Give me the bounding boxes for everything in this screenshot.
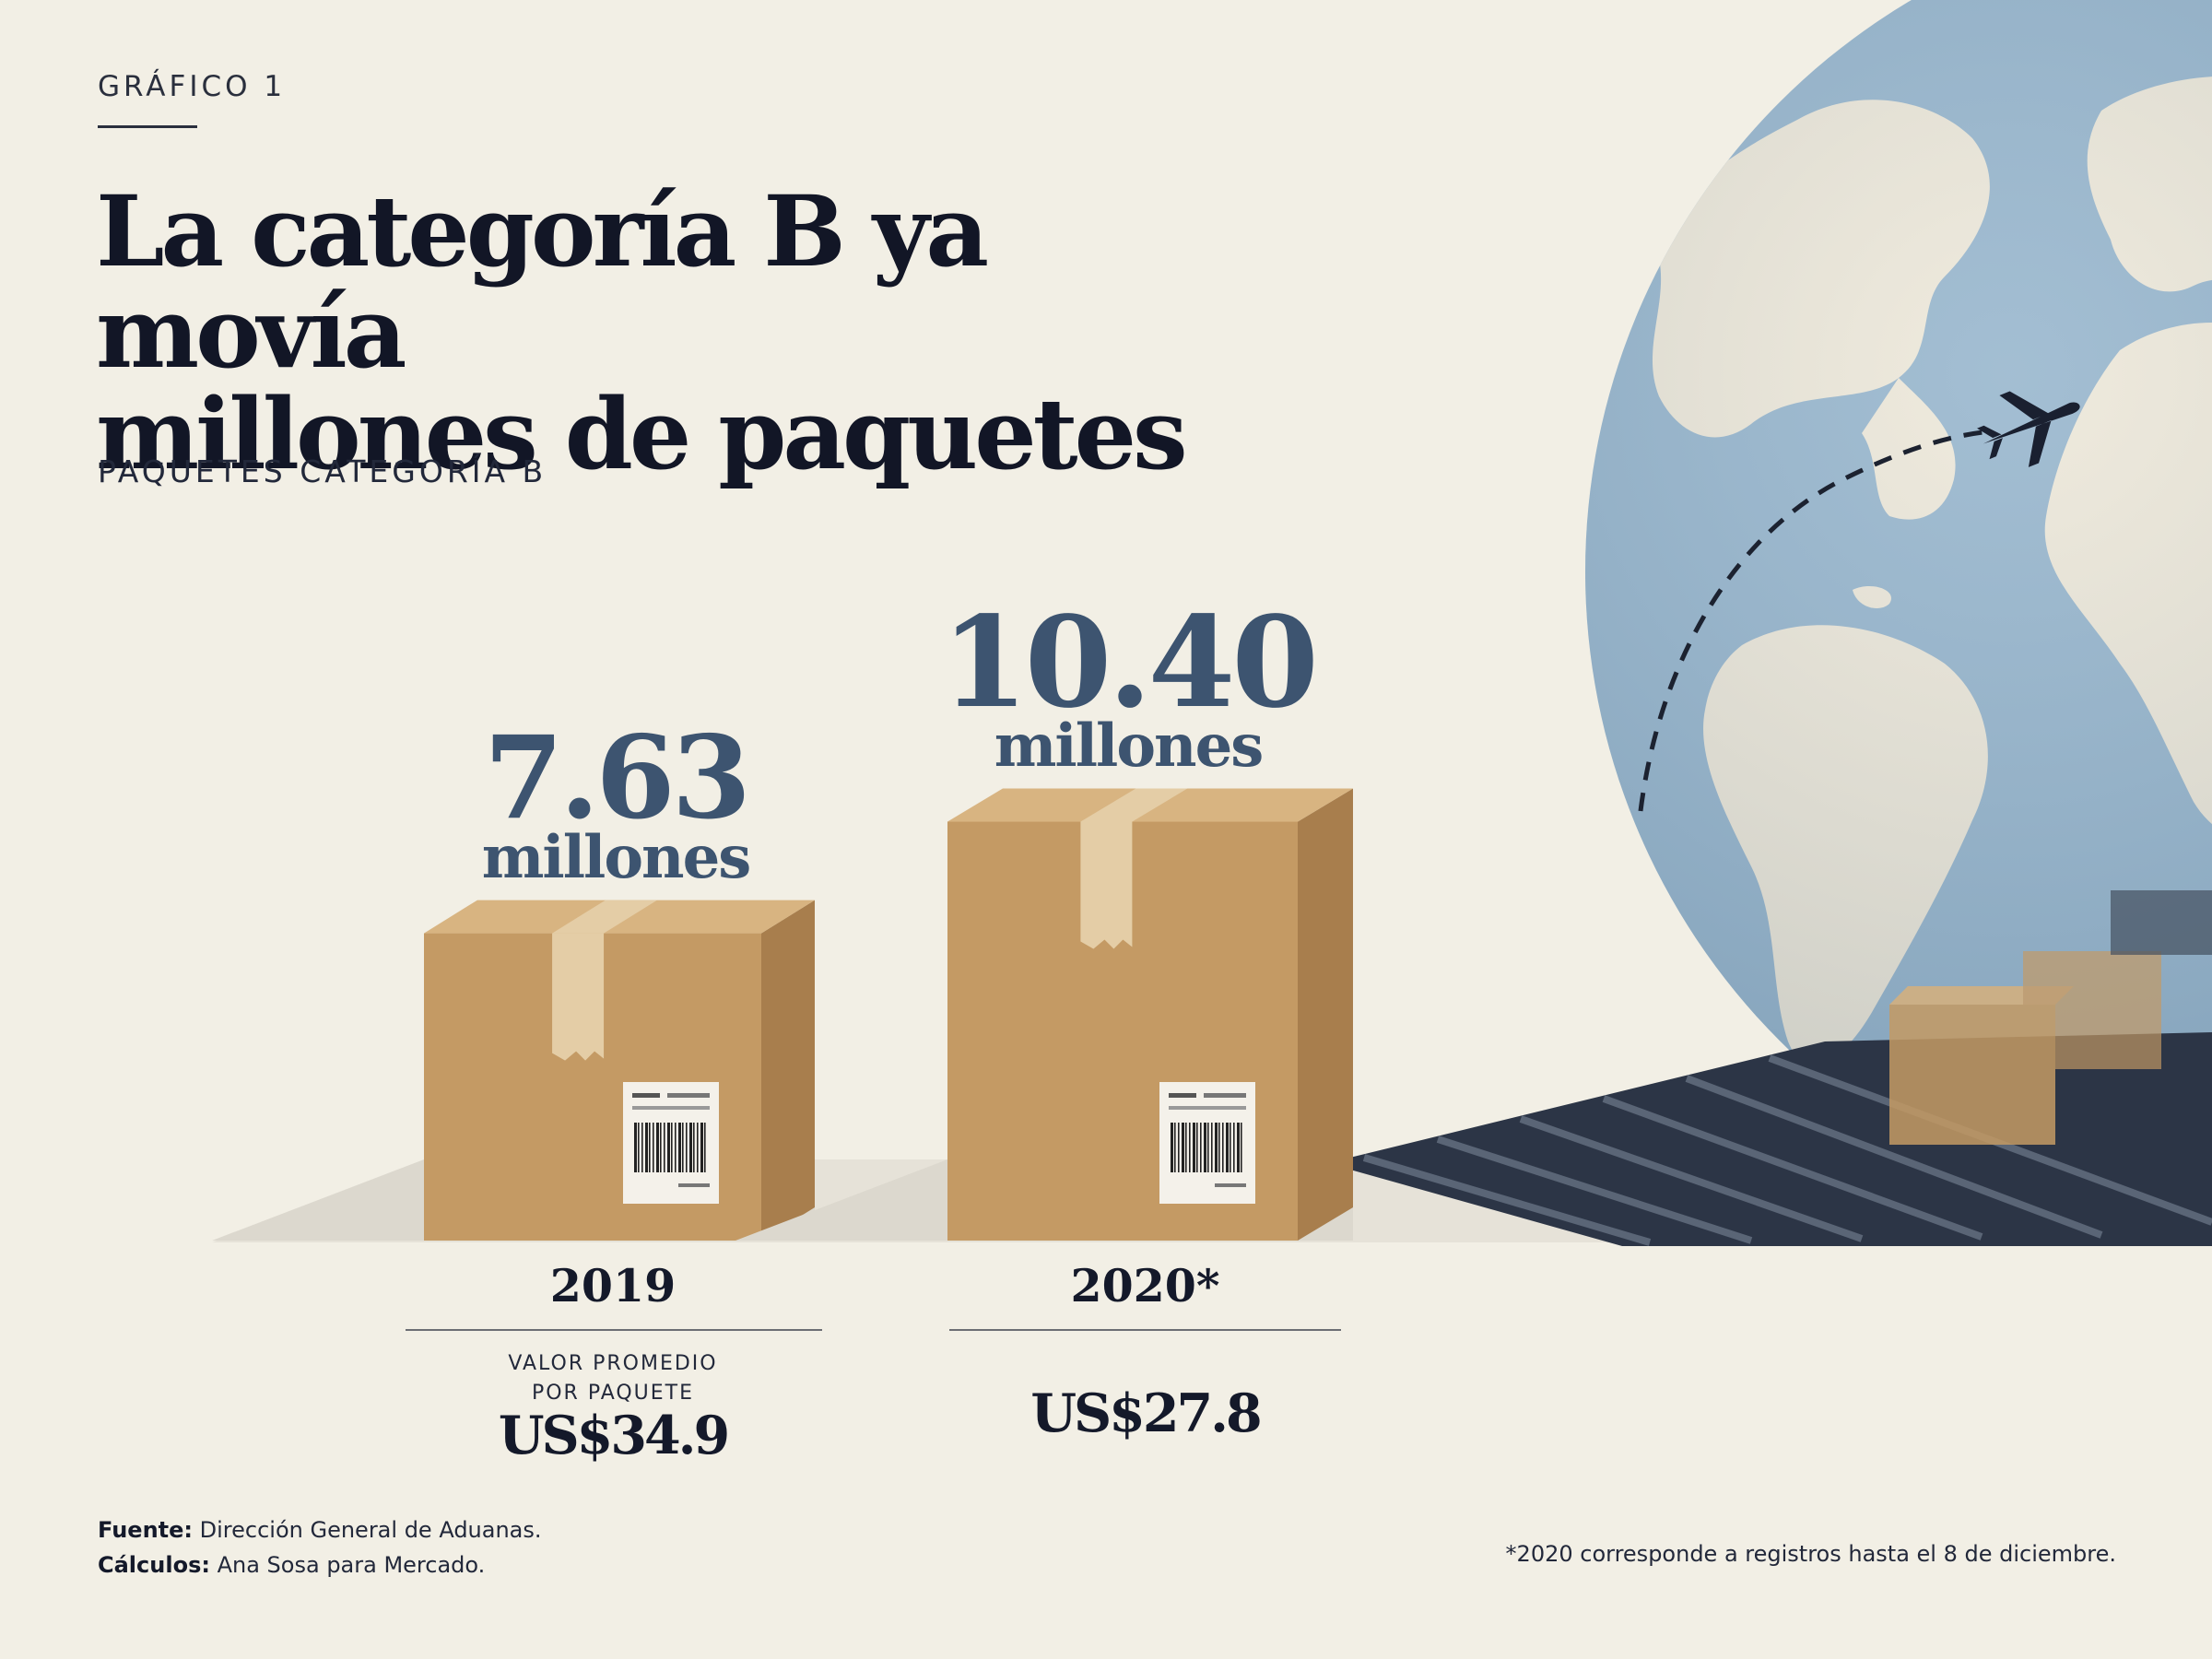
category-rule-2019 [406, 1329, 822, 1331]
value-label-2019: 7.63 millones [422, 711, 809, 892]
box-bar-2019 [212, 900, 815, 1241]
avg-value-2019: US$34.9 [498, 1405, 730, 1466]
value-number-2019: 7.63 [483, 711, 751, 845]
box-tape-front [1080, 821, 1133, 949]
value-unit-2020: millones [994, 711, 1265, 781]
box-side [1298, 788, 1353, 1241]
globe-icon [1585, 0, 2212, 1234]
category-label-2020: 2020* [1070, 1259, 1220, 1312]
calc-label: Cálculos: [98, 1552, 210, 1578]
avg-value-2020: US$27.8 [1030, 1382, 1262, 1444]
box-bar-2020 [735, 788, 1353, 1241]
kicker-rule [98, 125, 197, 128]
value-label-2020: 10.40 millones [935, 588, 1322, 781]
box-tape-front [552, 933, 605, 1061]
conveyor-belt-icon [1327, 890, 2212, 1246]
category-label-2019: 2019 [549, 1259, 677, 1312]
chart-subtitle: PAQUETES CATEGORÍA B [98, 453, 547, 489]
calc-line: Cálculos: Ana Sosa para Mercado. [98, 1552, 485, 1578]
airplane-icon [1977, 391, 2080, 467]
footnote: *2020 corresponde a registros hasta el 8… [1505, 1541, 2116, 1567]
title-line-2: millones de paquetes [96, 376, 1188, 491]
box-tape-top [1080, 788, 1188, 822]
source-value: Dirección General de Aduanas. [199, 1517, 542, 1543]
title-line-1: La categoría B ya movía [96, 173, 989, 390]
source-line: Fuente: Dirección General de Aduanas. [98, 1517, 542, 1543]
barcode-label-icon [1159, 1082, 1255, 1204]
avg-label-line-1: VALOR PROMEDIO [508, 1352, 718, 1375]
source-label: Fuente: [98, 1517, 193, 1543]
avg-value-label: VALOR PROMEDIO POR PAQUETE [406, 1349, 820, 1408]
box-tape-top [552, 900, 658, 934]
category-rule-2020 [949, 1329, 1341, 1331]
barcode-label-icon [623, 1082, 719, 1204]
calc-value: Ana Sosa para Mercado. [217, 1552, 486, 1578]
value-number-2020: 10.40 [941, 588, 1319, 736]
chart-kicker: GRÁFICO 1 [98, 70, 287, 103]
box-side [761, 900, 815, 1241]
avg-label-line-2: POR PAQUETE [531, 1382, 695, 1405]
flight-path [1638, 429, 1992, 812]
value-unit-2019: millones [481, 822, 752, 892]
chart-title: La categoría B ya movía millones de paqu… [96, 181, 1294, 485]
